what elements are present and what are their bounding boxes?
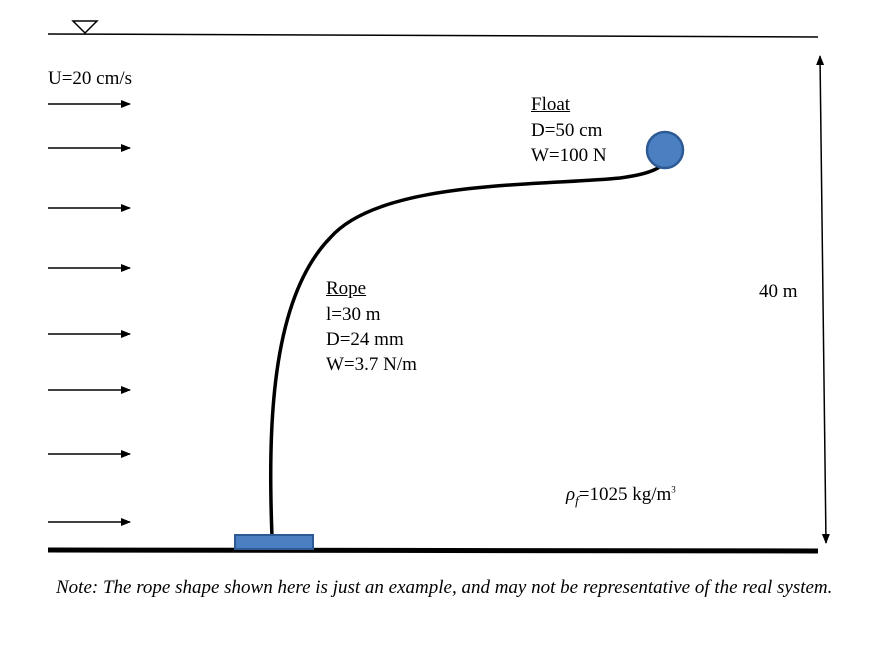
depth-dimension-arrow	[816, 55, 830, 544]
density-symbol: ρ	[566, 484, 576, 505]
density-subscript: f	[575, 492, 579, 508]
rope-title: Rope	[326, 278, 367, 299]
water-level-symbol	[71, 20, 99, 35]
current-arrows	[48, 100, 131, 526]
current-velocity-label: U=20 cm/s	[48, 68, 133, 89]
anchor-block	[234, 534, 314, 550]
density-exponent: 3	[671, 484, 676, 495]
water-surface-line	[47, 33, 819, 38]
diagram-note: Note: The rope shape shown here is just …	[56, 577, 833, 598]
rope-diameter: D=24 mm	[326, 329, 404, 350]
rope-weight: W=3.7 N/m	[326, 354, 417, 375]
rope-curve	[268, 159, 668, 538]
density-value: =1025 kg/m	[578, 484, 672, 505]
float-weight: W=100 N	[531, 145, 607, 166]
fluid-density-label: ρf=1025 kg/m3	[566, 484, 676, 509]
float-diameter: D=50 cm	[531, 120, 603, 141]
float-sphere	[645, 130, 685, 170]
float-title: Float	[531, 94, 571, 115]
rope-length: l=30 m	[326, 304, 381, 325]
depth-label: 40 m	[759, 281, 798, 302]
seabed-line	[47, 547, 819, 554]
